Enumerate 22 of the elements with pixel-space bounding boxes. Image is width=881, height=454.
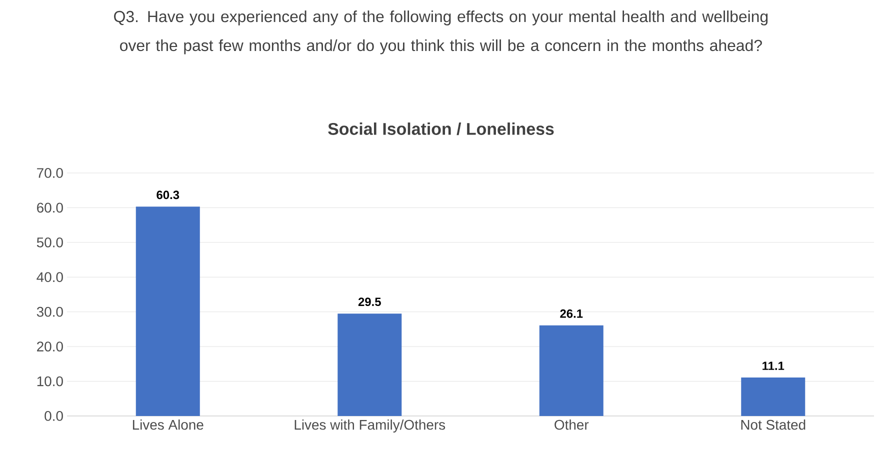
x-tick-label: Not Stated (741, 420, 806, 430)
x-tick-label: Lives with Family/Others (294, 420, 446, 432)
data-label: 29.5 (358, 298, 381, 306)
y-tick-label: 40.0 (36, 272, 63, 282)
y-tick-label: 60.0 (37, 202, 63, 213)
x-tick-label: Lives Alone (132, 420, 204, 430)
bar (136, 206, 200, 416)
y-tick-label: 30.0 (36, 306, 63, 317)
y-tick-label: 0.0 (44, 411, 63, 421)
y-tick-label: 20.0 (37, 342, 63, 352)
data-label: 11.1 (762, 362, 784, 370)
chart-title: Q3. Have you experienced any of the following effects on your mental health and wellbeing over the past few months and/or do you think this will be a concern in the months ahead? (114, 10, 768, 54)
y-tick-label: 50.0 (36, 237, 63, 248)
bar (338, 314, 402, 416)
chart-subtitle: Social Isolation / Loneliness (328, 122, 554, 136)
data-label: 60.3 (156, 190, 180, 200)
bar (741, 377, 806, 416)
y-tick-label: 10.0 (37, 376, 63, 386)
y-tick-label: 70.0 (37, 168, 63, 178)
bar (539, 325, 604, 416)
data-label: 26.1 (560, 309, 583, 318)
x-tick-label: Other (554, 420, 589, 430)
